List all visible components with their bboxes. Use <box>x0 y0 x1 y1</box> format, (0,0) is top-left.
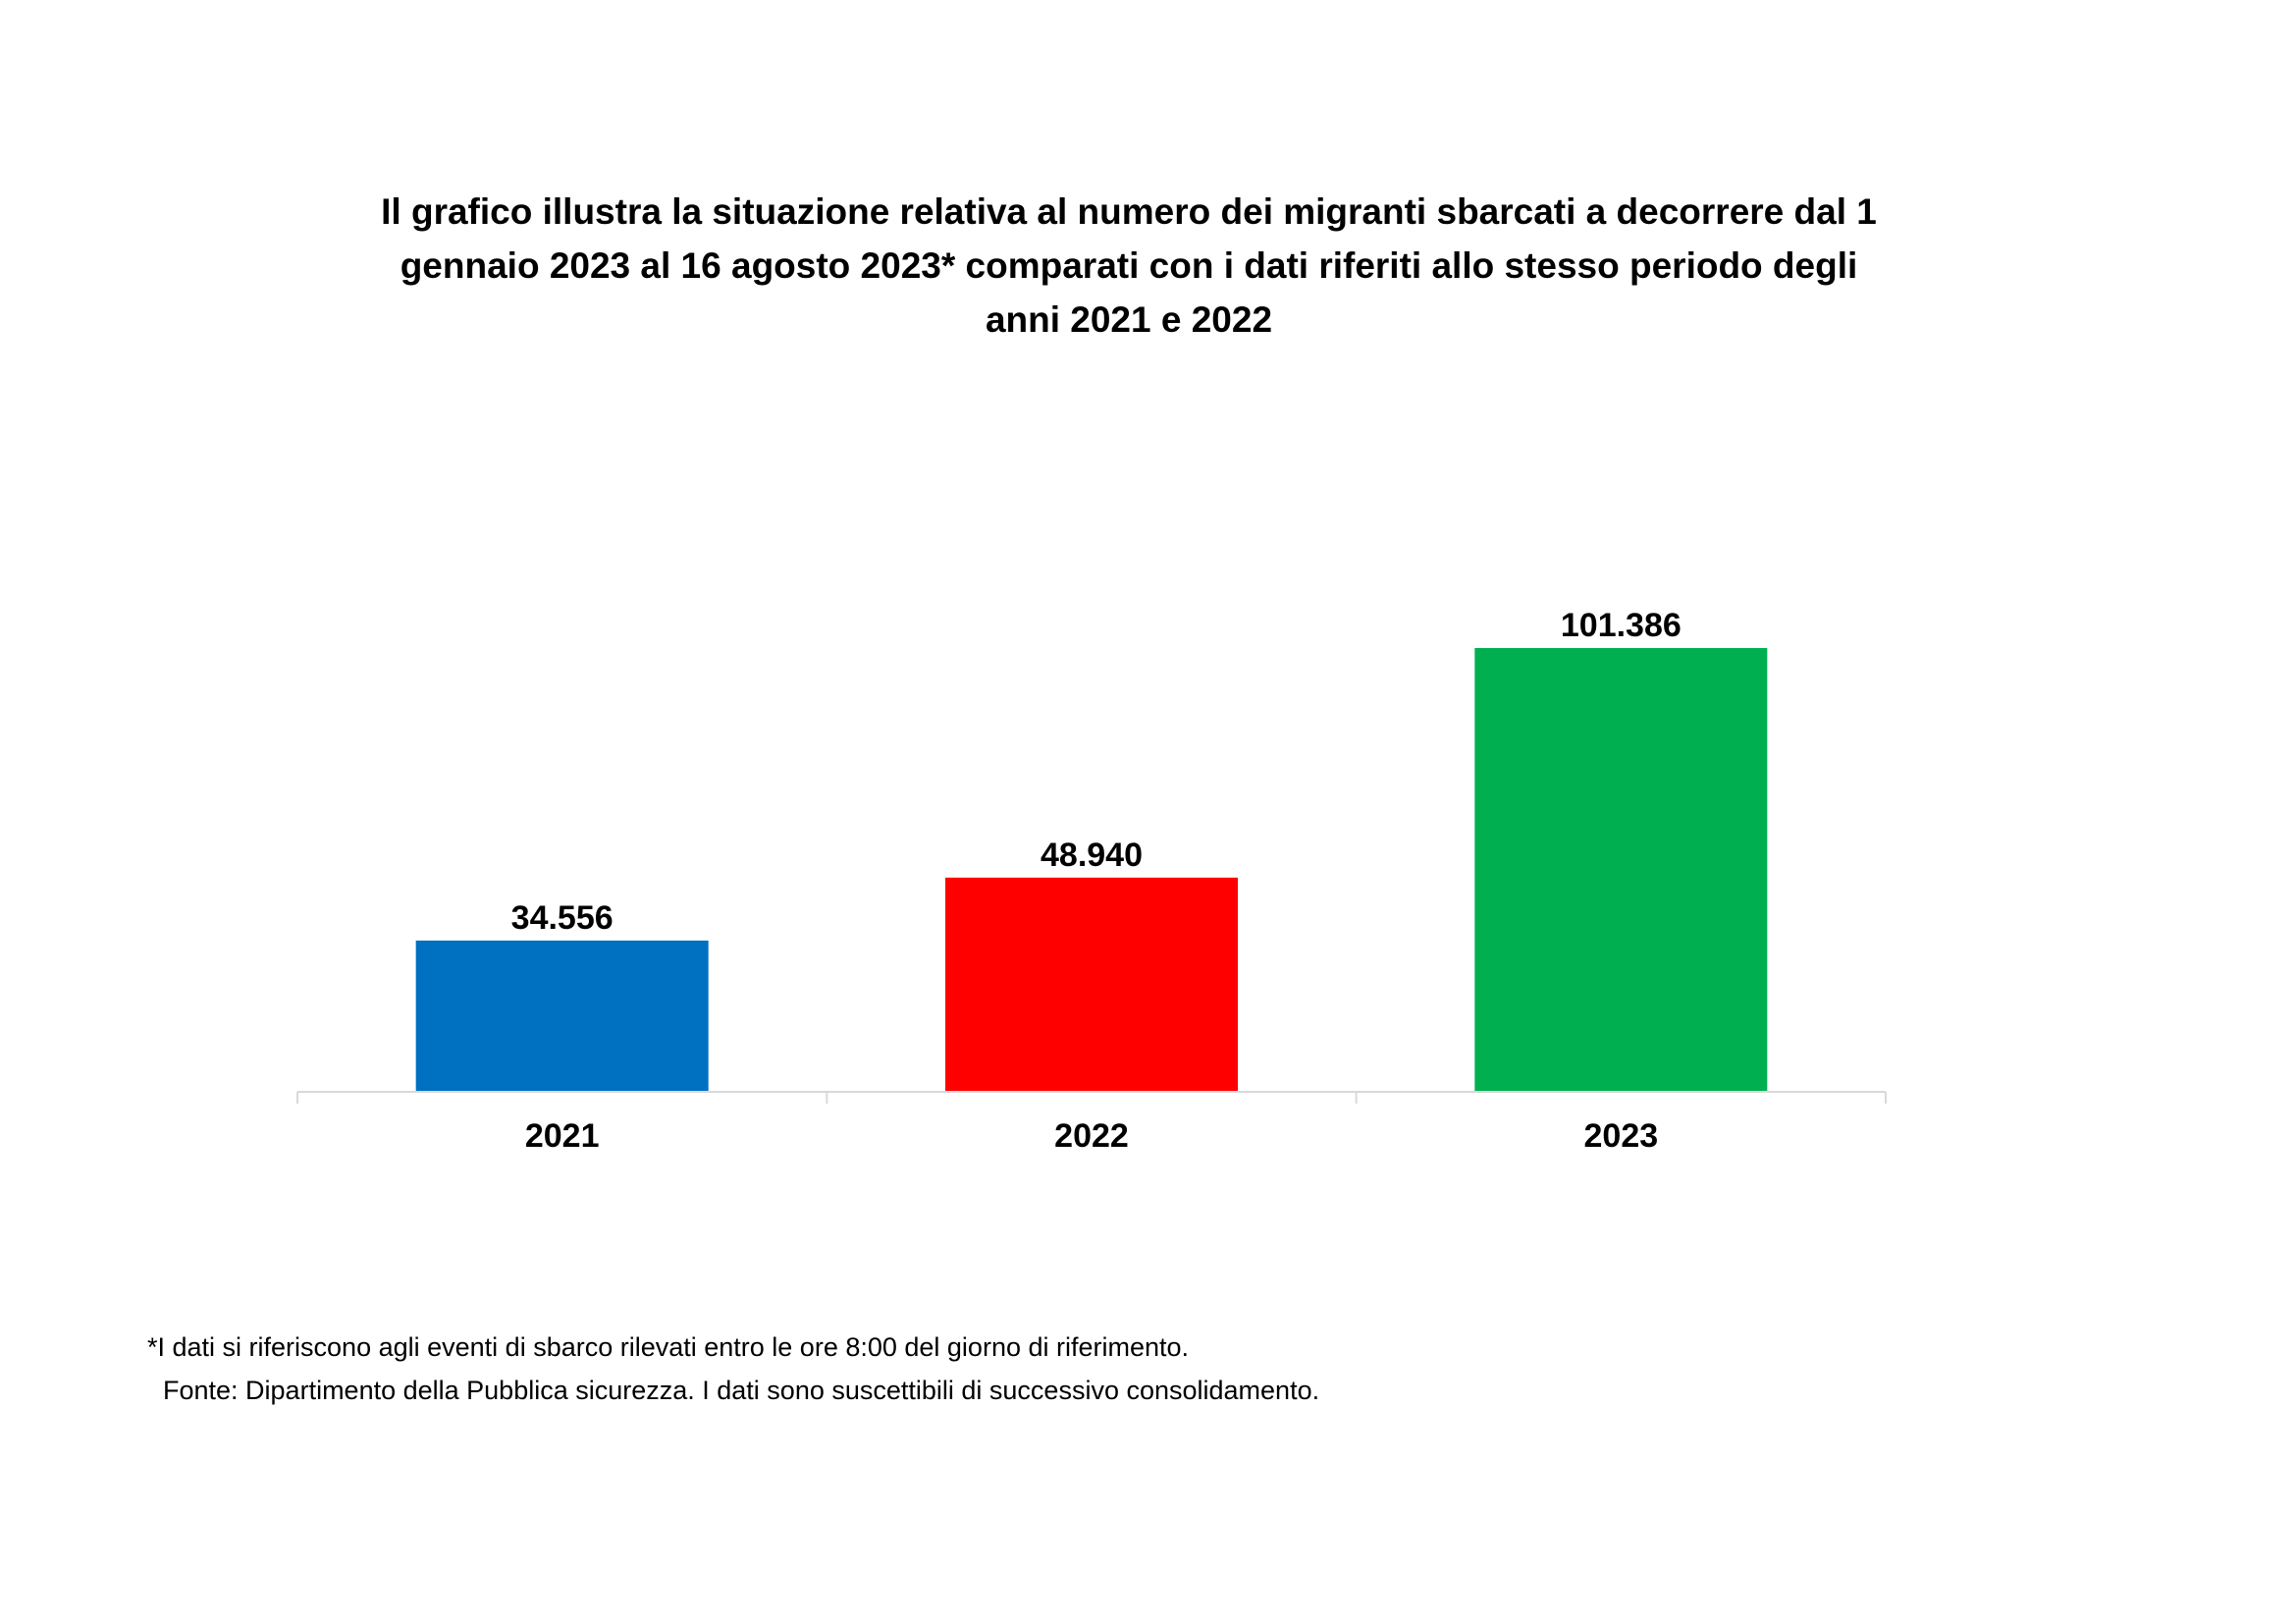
value-label-2022: 48.940 <box>1041 837 1143 874</box>
chart-title-line-3: anni 2021 e 2022 <box>985 299 1273 340</box>
bar-group <box>415 648 1768 1092</box>
value-label-2021: 34.556 <box>511 899 614 937</box>
tick-label-2021: 2021 <box>525 1117 600 1155</box>
bar-2022 <box>945 877 1238 1092</box>
footnote-source: Fonte: Dipartimento della Pubblica sicur… <box>163 1376 1320 1405</box>
chart-title-line-2: gennaio 2023 al 16 agosto 2023* comparat… <box>400 245 1858 286</box>
label-group: 34.556 2021 48.940 2022 101.386 2023 <box>511 607 1682 1155</box>
chart-title: Il grafico illustra la situazione relati… <box>324 185 1934 347</box>
bar-2023 <box>1474 648 1768 1092</box>
chart-title-line-1: Il grafico illustra la situazione relati… <box>381 191 1877 232</box>
footnote: *I dati si riferiscono agli eventi di sb… <box>147 1326 1319 1412</box>
tick-label-2023: 2023 <box>1584 1117 1659 1155</box>
tick-label-2022: 2022 <box>1054 1117 1129 1155</box>
value-label-2023: 101.386 <box>1561 607 1682 644</box>
x-axis <box>296 1091 1887 1104</box>
bar-2021 <box>415 940 709 1092</box>
footnote-note: *I dati si riferiscono agli eventi di sb… <box>147 1332 1190 1362</box>
